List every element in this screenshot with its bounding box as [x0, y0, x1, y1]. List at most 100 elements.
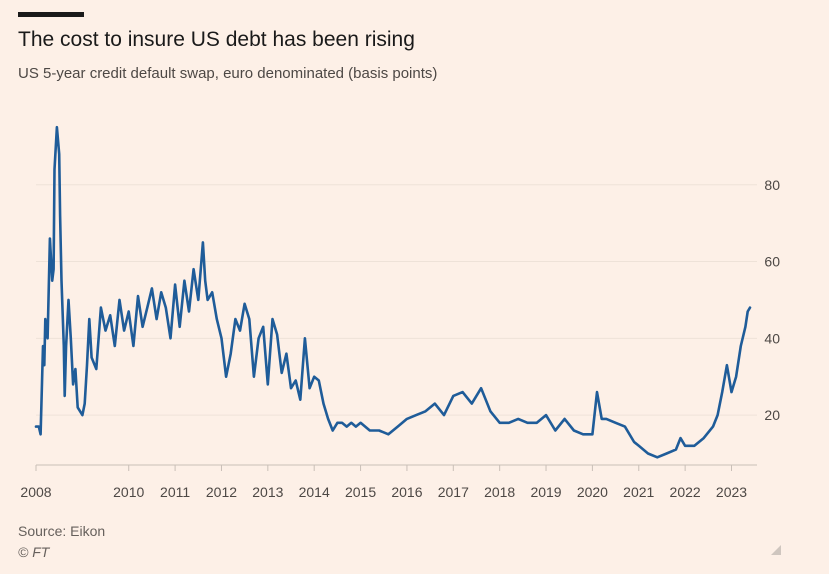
data-point: [656, 456, 659, 459]
data-point: [675, 448, 678, 451]
data-point: [726, 364, 729, 367]
data-point: [65, 345, 68, 348]
data-point: [67, 299, 70, 302]
data-point: [665, 452, 668, 455]
data-point: [378, 429, 381, 432]
data-point: [433, 402, 436, 405]
data-point: [192, 268, 195, 271]
data-point: [174, 283, 177, 286]
data-point: [141, 325, 144, 328]
data-point: [721, 391, 724, 394]
data-point: [234, 318, 237, 321]
x-tick-label: 2015: [345, 484, 376, 500]
data-point: [359, 421, 362, 424]
data-point: [151, 287, 154, 290]
data-point: [215, 318, 218, 321]
data-point: [336, 421, 339, 424]
y-tick-label: 60: [764, 254, 780, 270]
data-point: [160, 291, 163, 294]
data-point: [44, 318, 47, 321]
data-point: [169, 337, 172, 340]
data-point: [294, 379, 297, 382]
data-point: [368, 429, 371, 432]
data-point: [591, 433, 594, 436]
data-point: [415, 414, 418, 417]
data-point: [744, 325, 747, 328]
x-tick-label: 2017: [438, 484, 469, 500]
data-point: [406, 418, 409, 421]
data-point: [624, 425, 627, 428]
data-point: [204, 279, 207, 282]
data-point: [49, 237, 52, 240]
x-axis-labels: 2008 2010 2011 2012 2013 2014 2015 2016 2017 2018…: [20, 484, 747, 500]
series-layer: [34, 125, 752, 459]
data-point: [313, 375, 316, 378]
y-axis-labels: 20 40 60 80: [764, 177, 780, 423]
data-point: [508, 421, 511, 424]
data-point: [39, 433, 42, 436]
data-point: [716, 414, 719, 417]
data-point: [345, 425, 348, 428]
data-point: [202, 241, 205, 244]
data-point: [304, 337, 307, 340]
data-point: [684, 444, 687, 447]
chart-subtitle: US 5-year credit default swap, euro deno…: [18, 65, 438, 82]
data-point: [42, 345, 45, 348]
y-tick-label: 20: [764, 407, 780, 423]
x-tick-label: 2010: [113, 484, 144, 500]
gridlines: [36, 184, 757, 416]
data-point: [59, 214, 62, 217]
data-point: [693, 444, 696, 447]
data-point: [582, 433, 585, 436]
x-tick-label: 2018: [484, 484, 515, 500]
data-point: [271, 318, 274, 321]
data-point: [424, 410, 427, 413]
data-point: [262, 325, 265, 328]
data-point: [317, 379, 320, 382]
data-point: [461, 391, 464, 394]
data-point: [86, 364, 89, 367]
data-point: [229, 352, 232, 355]
y-tick-label: 40: [764, 330, 780, 346]
data-point: [46, 337, 49, 340]
data-point: [480, 387, 483, 390]
data-point: [113, 345, 116, 348]
data-point: [123, 329, 126, 332]
data-point: [43, 364, 46, 367]
data-point: [322, 402, 325, 405]
data-point: [299, 398, 302, 401]
data-point: [526, 421, 529, 424]
data-point: [554, 429, 557, 432]
x-tick-label: 2014: [299, 484, 330, 500]
data-point: [563, 418, 566, 421]
data-point: [257, 337, 260, 340]
data-point: [206, 299, 209, 302]
data-point: [137, 295, 140, 298]
data-point: [443, 414, 446, 417]
data-point: [88, 318, 91, 321]
data-point: [127, 310, 130, 313]
copyright-note: © FT: [18, 544, 50, 560]
data-point: [56, 126, 59, 129]
data-point: [730, 391, 733, 394]
data-point: [178, 325, 181, 328]
data-point: [104, 329, 107, 332]
x-axis: [35, 464, 757, 471]
data-point: [35, 425, 38, 428]
data-point: [327, 418, 330, 421]
data-point: [81, 414, 84, 417]
data-point: [60, 279, 63, 282]
data-point: [164, 306, 167, 309]
data-point: [285, 352, 288, 355]
top-rule: [18, 12, 84, 17]
data-point: [243, 302, 246, 305]
data-point: [276, 333, 279, 336]
data-point: [702, 437, 705, 440]
data-point: [90, 356, 93, 359]
x-tick-label: 2023: [716, 484, 747, 500]
y-tick-label: 80: [764, 177, 780, 193]
data-point: [517, 418, 520, 421]
data-point: [100, 306, 103, 309]
data-point: [637, 444, 640, 447]
